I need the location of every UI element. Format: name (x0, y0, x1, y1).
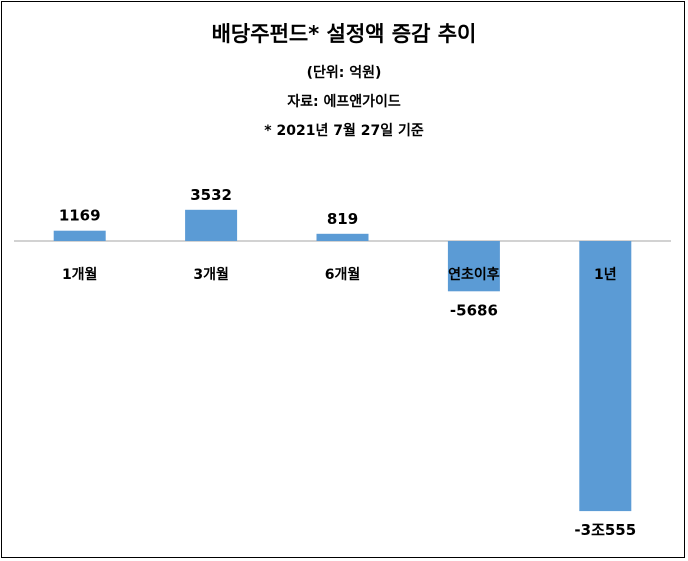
chart-unit: (단위: 억원) (306, 65, 382, 81)
data-label-6개월: 819 (327, 210, 358, 228)
chart-source: 자료: 에프앤가이드 (287, 94, 401, 110)
data-label-연초이후: -5686 (450, 301, 498, 319)
category-label-1개월: 1개월 (62, 266, 98, 283)
bar-6개월 (316, 233, 369, 241)
category-label-3개월: 3개월 (193, 266, 229, 283)
category-label-1년: 1년 (594, 267, 617, 283)
bar-1년 (579, 241, 632, 512)
chart-note: * 2021년 7월 27일 기준 (264, 123, 424, 139)
bar-연초이후 (447, 241, 500, 292)
data-label-1년: -3조555 (574, 521, 636, 539)
data-label-3개월: 3532 (190, 186, 232, 204)
bar-1개월 (53, 230, 106, 241)
bar-3개월 (185, 209, 238, 241)
category-label-6개월: 6개월 (325, 266, 361, 283)
chart-title: 배당주펀드* 설정액 증감 추이 (211, 22, 477, 46)
category-label-연초이후: 연초이후 (448, 266, 500, 283)
data-label-1개월: 1169 (59, 207, 101, 225)
